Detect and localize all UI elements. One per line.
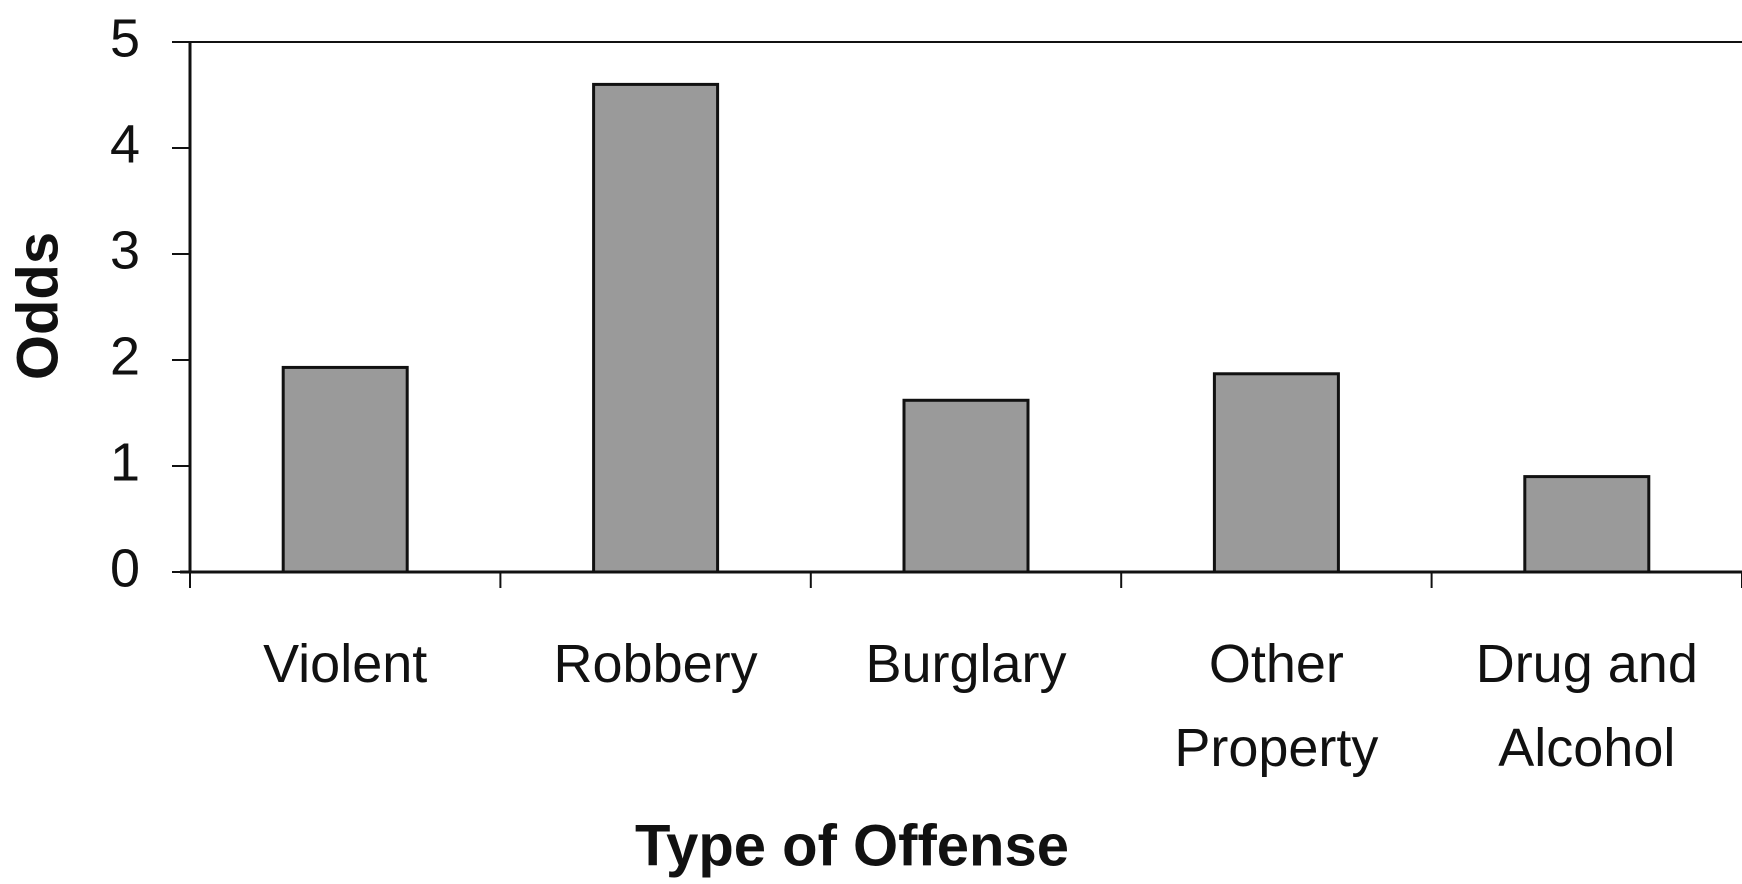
bar [902,398,1030,574]
x-tick-label: Burglary [865,634,1067,694]
y-tick-label: 5 [110,8,140,68]
y-tick-label: 0 [110,538,140,598]
y-axis-title: Odds [5,232,70,380]
x-tick-label: Violent [263,634,428,694]
bar [1212,372,1340,574]
y-tick-label: 1 [110,432,140,492]
x-axis-title: Type of Offense [635,813,1069,878]
x-tick-label: Drug and Alcohol [1475,634,1698,778]
x-tick-label: Other Property [1174,634,1379,778]
y-tick-label: 4 [110,114,140,174]
bar [592,82,720,574]
x-tick-label: Robbery [553,634,758,694]
bar [1523,475,1651,574]
bar [281,365,409,574]
y-tick-label: 3 [110,220,140,280]
y-tick-label: 2 [110,326,140,386]
